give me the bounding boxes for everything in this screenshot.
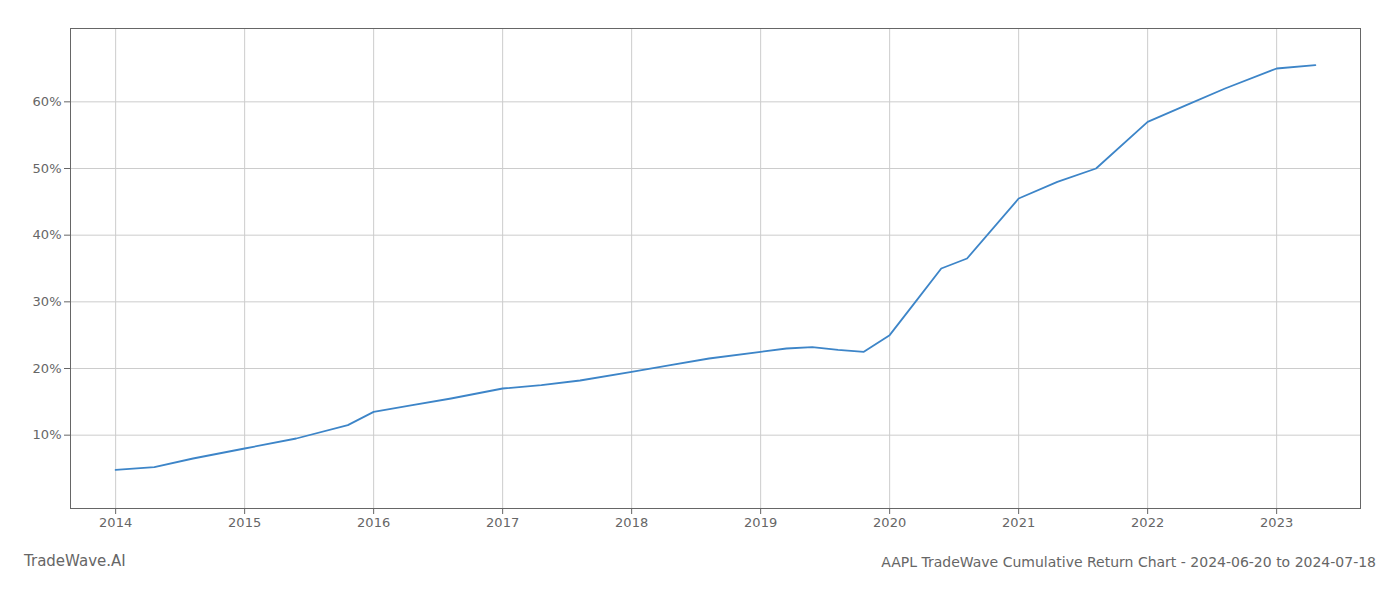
svg-text:2015: 2015 [228, 515, 261, 530]
svg-text:2019: 2019 [744, 515, 777, 530]
svg-text:2020: 2020 [873, 515, 906, 530]
svg-text:40%: 40% [33, 227, 62, 242]
svg-text:2022: 2022 [1131, 515, 1164, 530]
svg-text:2017: 2017 [486, 515, 519, 530]
html-text:TradeWave.AI: TradeWave.AI [24, 552, 126, 570]
svg-text:2021: 2021 [1002, 515, 1035, 530]
svg-text:20%: 20% [33, 361, 62, 376]
svg-text:50%: 50% [33, 161, 62, 176]
svg-text:30%: 30% [33, 294, 62, 309]
svg-text:60%: 60% [33, 94, 62, 109]
svg-text:10%: 10% [33, 427, 62, 442]
svg-text:2016: 2016 [357, 515, 390, 530]
svg-text:2023: 2023 [1260, 515, 1293, 530]
html-text:AAPL TradeWave Cumulative Retu: AAPL TradeWave Cumulative Return Chart -… [881, 554, 1376, 570]
svg-text:2014: 2014 [99, 515, 132, 530]
svg-text:2018: 2018 [615, 515, 648, 530]
